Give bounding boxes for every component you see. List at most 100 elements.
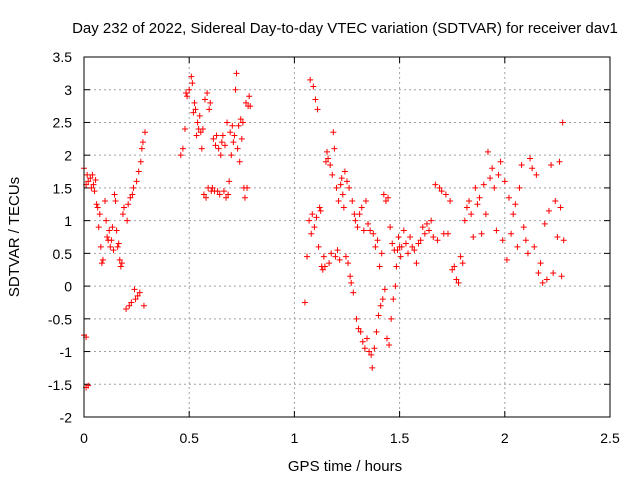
data-point: [117, 263, 124, 270]
data-point: [116, 256, 123, 263]
data-point: [357, 328, 364, 335]
data-point: [92, 177, 99, 184]
data-point: [353, 315, 360, 322]
data-point: [444, 230, 451, 237]
data-point: [428, 217, 435, 224]
data-point: [186, 86, 193, 93]
data-point: [527, 155, 534, 162]
data-point: [125, 201, 132, 208]
data-point: [559, 119, 566, 126]
data-point: [386, 342, 393, 348]
data-point: [90, 181, 97, 188]
data-point: [497, 158, 504, 165]
data-point: [354, 224, 361, 231]
data-point: [362, 198, 369, 204]
data-point: [550, 270, 557, 276]
data-point: [184, 93, 191, 100]
data-point: [315, 243, 322, 250]
data-point: [390, 296, 397, 303]
data-point: [395, 234, 402, 240]
data-point: [385, 194, 392, 201]
data-point: [220, 188, 227, 195]
data-point: [339, 191, 346, 198]
data-point: [111, 191, 118, 198]
data-point: [225, 191, 232, 198]
data-point: [337, 181, 344, 188]
data-point: [206, 106, 213, 113]
data-point: [529, 165, 536, 172]
data-point: [447, 198, 454, 204]
data-point: [237, 116, 244, 123]
data-point: [560, 237, 567, 244]
y-tick-label: -0.5: [48, 311, 72, 327]
data-point: [124, 217, 131, 224]
data-point: [352, 217, 359, 224]
data-point: [201, 96, 208, 103]
data-point: [378, 250, 385, 257]
data-point: [472, 184, 479, 191]
data-point: [119, 211, 126, 218]
data-point: [346, 184, 353, 191]
data-point: [244, 184, 251, 191]
y-tick-label: 1.5: [53, 180, 73, 196]
data-point: [508, 230, 515, 237]
data-point: [209, 184, 216, 191]
data-point: [140, 302, 147, 309]
data-point: [417, 237, 424, 244]
data-point: [552, 198, 559, 204]
data-point: [436, 184, 443, 191]
data-point: [238, 135, 245, 142]
data-point: [489, 165, 496, 172]
data-point: [419, 224, 426, 231]
data-point: [556, 158, 563, 165]
data-point: [95, 224, 102, 231]
data-point: [133, 178, 140, 185]
data-point: [466, 198, 473, 204]
data-point: [368, 351, 375, 358]
data-point: [501, 178, 508, 185]
data-point: [516, 184, 523, 191]
data-point: [389, 240, 396, 247]
data-point: [413, 260, 420, 267]
data-point: [524, 250, 531, 257]
data-point: [487, 175, 494, 182]
data-point: [407, 234, 414, 240]
data-point: [307, 76, 314, 83]
data-point: [349, 198, 356, 204]
data-point: [344, 178, 350, 185]
data-point: [543, 276, 550, 283]
data-points: [81, 70, 567, 391]
data-point: [409, 243, 416, 250]
data-point: [221, 142, 228, 149]
data-point: [361, 345, 368, 352]
tick-layer: [83, 56, 611, 418]
data-point: [381, 286, 388, 293]
data-point: [196, 112, 203, 119]
data-point: [179, 145, 186, 152]
data-point: [142, 129, 149, 136]
data-point: [480, 181, 487, 188]
data-point: [239, 119, 246, 126]
data-point: [430, 234, 437, 240]
data-point: [98, 260, 105, 267]
x-tick-label: 0.5: [179, 430, 199, 446]
data-point: [139, 139, 146, 146]
data-point: [432, 181, 439, 188]
y-tick-label: -1.5: [48, 377, 72, 393]
data-point: [545, 207, 552, 214]
data-point: [230, 139, 237, 146]
x-tick-label: 2.5: [600, 430, 620, 446]
data-point: [322, 158, 329, 165]
data-point: [330, 129, 337, 136]
data-point: [217, 152, 224, 159]
data-point: [520, 224, 527, 231]
y-tick-label: 3: [64, 82, 72, 98]
data-point: [193, 132, 200, 139]
data-point: [457, 253, 464, 260]
data-point: [423, 220, 430, 227]
data-point: [539, 279, 546, 286]
data-point: [522, 237, 529, 244]
data-point: [499, 237, 506, 244]
data-point: [194, 119, 201, 126]
data-point: [226, 178, 233, 185]
